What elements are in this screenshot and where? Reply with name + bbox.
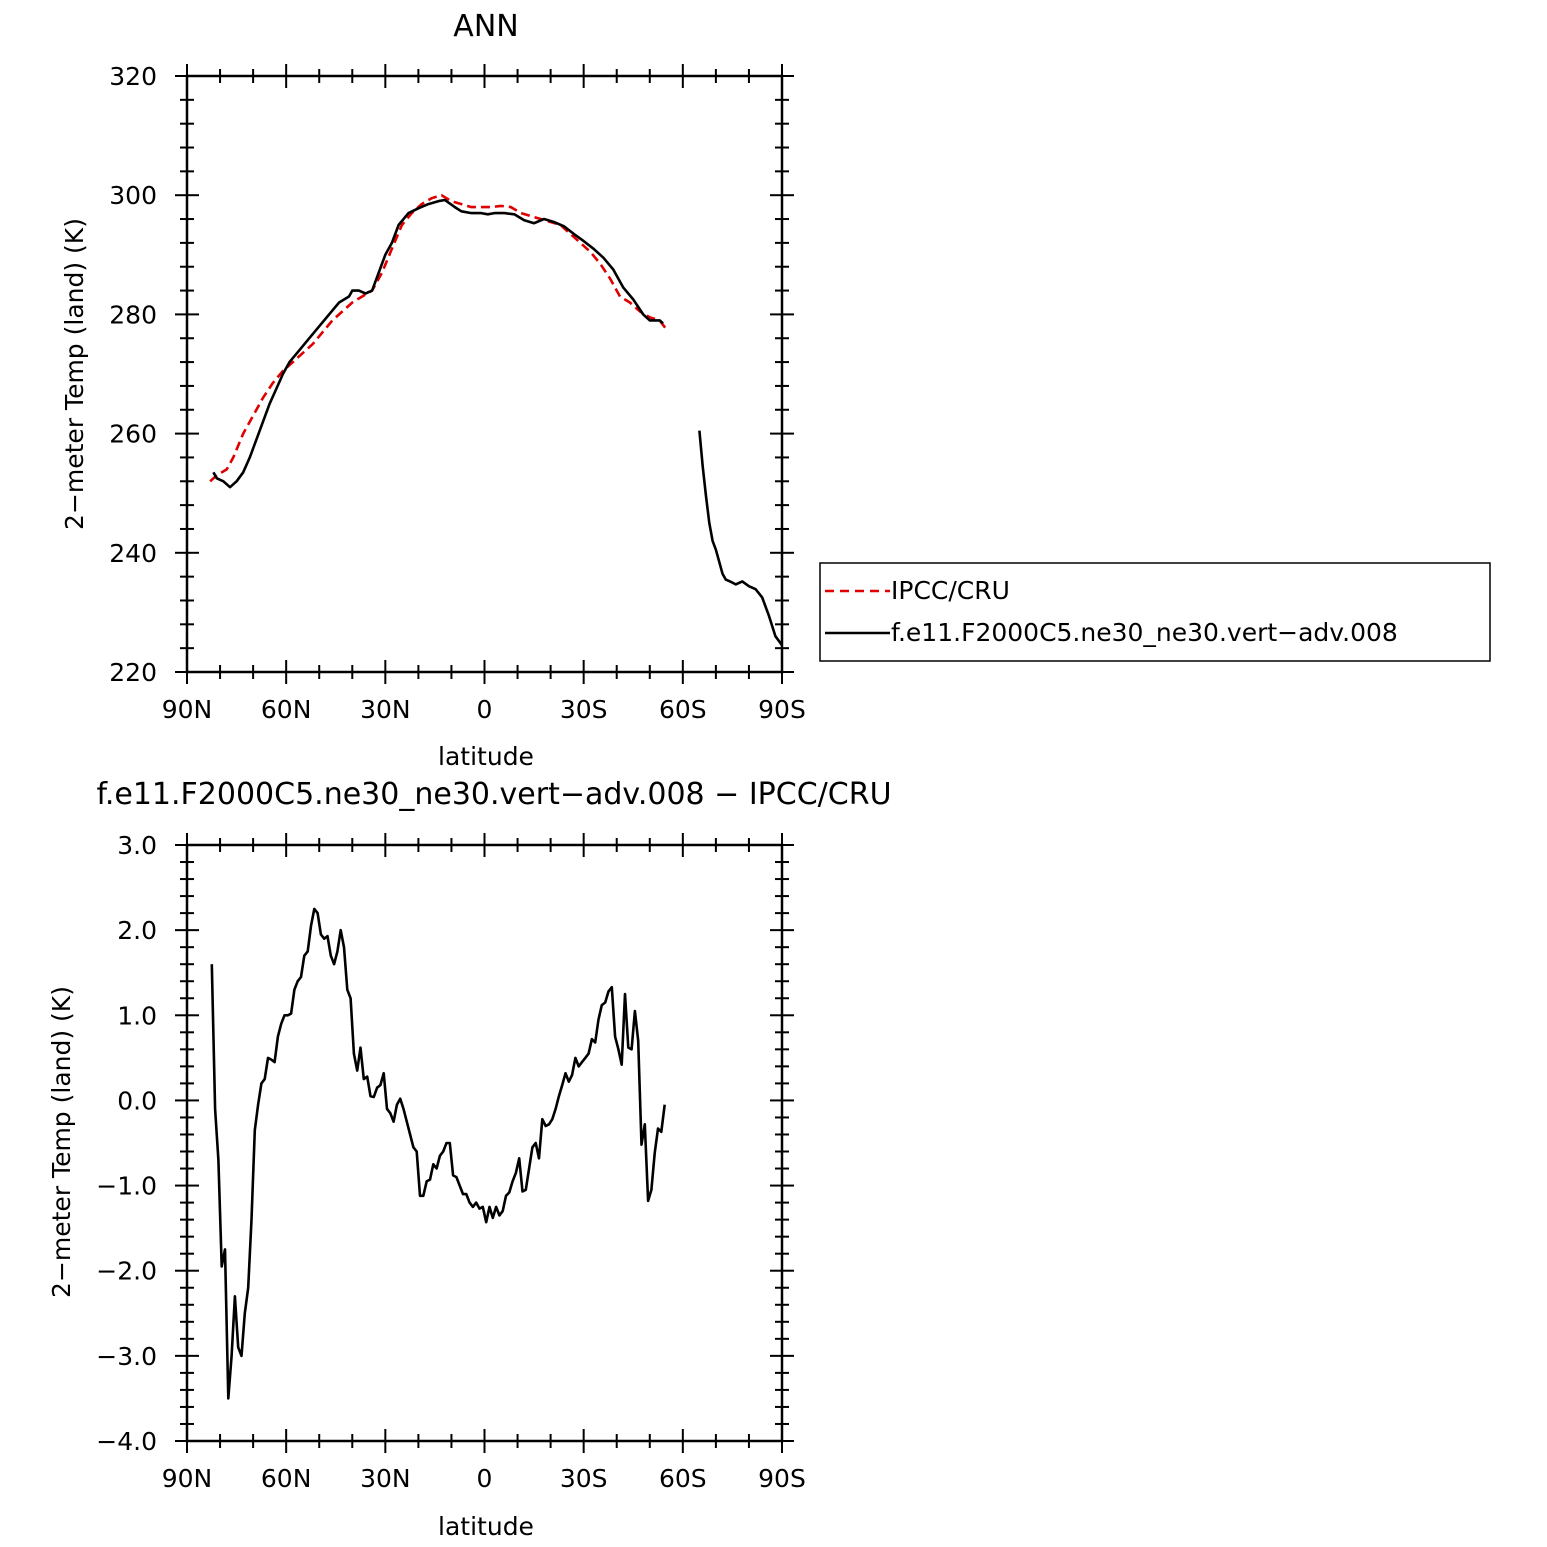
bottom-y-tick-label: −3.0 [96, 1342, 157, 1371]
top-x-tick-label: 30S [560, 695, 608, 724]
top-y-tick-label: 280 [109, 300, 157, 329]
bottom-plot-frame [185, 843, 784, 1443]
bottom-x-tick-label: 0 [477, 1464, 493, 1493]
top-plot-frame [185, 74, 784, 674]
bottom-x-tick-label: 90N [162, 1464, 213, 1493]
top-chart-title: ANN [453, 9, 518, 44]
top-y-tick-label: 300 [109, 181, 157, 210]
bottom-y-tick-label: −2.0 [96, 1257, 157, 1286]
top-x-tick-label: 30N [360, 695, 411, 724]
bottom-x-tick-label: 60S [659, 1464, 707, 1493]
bottom-chart-x-axis-label: latitude [438, 1512, 534, 1541]
top-y-tick-label: 220 [109, 658, 157, 687]
top-x-tick-label: 0 [477, 695, 493, 724]
bottom-chart: f.e11.F2000C5.ne30_ne30.vert−adv.008 − I… [47, 777, 892, 1541]
legend-label-ipcc-cru: IPCC/CRU [891, 576, 1010, 605]
top-x-tick-label: 60N [261, 695, 312, 724]
top-series-line-1 [698, 430, 784, 646]
bottom-x-tick-label: 60N [261, 1464, 312, 1493]
top-series-line-1 [212, 198, 664, 489]
legend-label-model: f.e11.F2000C5.ne30_ne30.vert−adv.008 [891, 618, 1398, 647]
top-chart: ANN latitude 2−meter Temp (land) (K) IPC… [60, 9, 1491, 771]
top-y-tick-label: 320 [109, 62, 157, 91]
top-x-tick-label: 90N [162, 695, 213, 724]
top-chart-x-axis-label: latitude [438, 742, 534, 771]
bottom-y-tick-label: 2.0 [117, 916, 157, 945]
top-x-tick-label: 60S [659, 695, 707, 724]
legend-box [819, 562, 1491, 662]
top-chart-y-axis-label: 2−meter Temp (land) (K) [60, 218, 89, 530]
top-chart-legend: IPCC/CRU f.e11.F2000C5.ne30_ne30.vert−ad… [819, 562, 1491, 662]
bottom-y-tick-label: 1.0 [117, 1001, 157, 1030]
bottom-y-tick-label: 0.0 [117, 1086, 157, 1115]
bottom-chart-y-axis-label: 2−meter Temp (land) (K) [47, 986, 76, 1298]
bottom-y-tick-label: −1.0 [96, 1172, 157, 1201]
bottom-chart-title: f.e11.F2000C5.ne30_ne30.vert−adv.008 − I… [96, 777, 891, 812]
bottom-series-line-0 [210, 907, 666, 1400]
bottom-x-tick-label: 30S [560, 1464, 608, 1493]
bottom-x-tick-label: 30N [360, 1464, 411, 1493]
top-x-tick-label: 90S [758, 695, 806, 724]
top-y-tick-label: 240 [109, 539, 157, 568]
bottom-y-tick-label: 3.0 [117, 831, 157, 860]
top-y-tick-label: 260 [109, 420, 157, 449]
top-series-line-0 [209, 193, 668, 483]
bottom-y-tick-label: −4.0 [96, 1427, 157, 1456]
bottom-x-tick-label: 90S [758, 1464, 806, 1493]
